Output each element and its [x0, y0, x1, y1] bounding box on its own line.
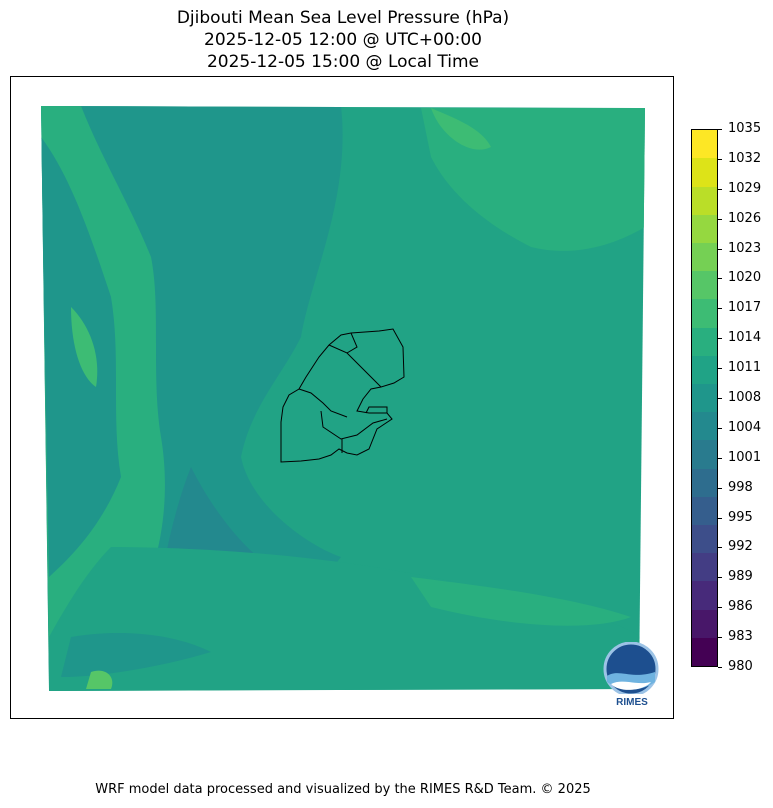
colorbar-band — [692, 524, 717, 554]
field-1011-south — [61, 632, 211, 677]
tick-text: 1029 — [728, 180, 762, 196]
colorbar-tick-label: 1035 — [718, 122, 761, 136]
colorbar-tick-label: 1011 — [718, 361, 761, 375]
region-border — [298, 388, 348, 418]
colorbar-tick-label: 992 — [718, 540, 753, 554]
tick-text: 1032 — [728, 150, 762, 166]
tick-text: 1008 — [728, 390, 762, 405]
colorbar-tick-label: 995 — [718, 509, 753, 525]
colorbar-tick-label: 983 — [718, 630, 753, 644]
colorbar-band — [692, 214, 717, 243]
colorbar-tick-label: 1004 — [718, 419, 762, 435]
colorbar-band — [692, 242, 717, 272]
map-frame — [10, 76, 674, 719]
colorbar-band — [692, 609, 717, 638]
colorbar-tick-label: 989 — [718, 570, 753, 584]
field-1023-patch — [86, 670, 113, 689]
tick-text: 1020 — [728, 270, 762, 286]
tick-text: 1035 — [728, 121, 762, 136]
field-1017-southeast — [411, 577, 631, 626]
colorbar-band — [692, 468, 717, 497]
field-1020-northeast — [431, 108, 491, 150]
pressure-map — [41, 106, 645, 691]
tick-text: 1004 — [728, 419, 762, 435]
colorbar-band — [692, 553, 717, 582]
djibouti-boundaries — [280, 328, 405, 463]
tick-text: 998 — [728, 479, 753, 495]
tick-text: 992 — [728, 539, 753, 555]
colorbar-band — [692, 637, 717, 666]
tick-text: 995 — [728, 509, 753, 525]
colorbar-band — [692, 581, 717, 610]
colorbar-tick-label: 1020 — [718, 271, 761, 285]
colorbar-band — [692, 496, 717, 525]
region-border — [365, 406, 388, 414]
colorbar-band — [692, 299, 717, 328]
colorbar-tick-label: 1023 — [718, 240, 762, 256]
tick-text: 1001 — [728, 449, 762, 465]
colorbar-tick-label: 1008 — [718, 391, 761, 405]
title-line-3: 2025-12-05 15:00 @ Local Time — [206, 52, 480, 72]
colorbar-band — [692, 327, 717, 356]
colorbar-band — [692, 440, 717, 469]
colorbar-band — [692, 186, 717, 215]
colorbar-tick-label: 1017 — [718, 301, 761, 315]
region-border — [328, 332, 358, 354]
colorbar-tick-label: 998 — [718, 479, 753, 495]
tick-text: 1023 — [728, 240, 762, 256]
colorbar-tick-label: 1014 — [718, 331, 761, 345]
colorbar-tick-label: 1001 — [718, 449, 762, 465]
colorbar-band — [692, 412, 717, 441]
tick-text: 980 — [728, 659, 753, 674]
colorbar-band — [692, 271, 717, 300]
tick-text: 1017 — [728, 300, 762, 316]
tick-text: 1014 — [728, 330, 762, 346]
colorbar-band — [692, 383, 717, 413]
colorbar-band — [692, 158, 717, 187]
colorbar-tick-label: 1029 — [718, 180, 762, 196]
tick-text: 989 — [728, 569, 753, 585]
colorbar-tick-label: 986 — [718, 600, 753, 614]
field-1020-patch — [71, 307, 98, 387]
colorbar-tick-label: 1026 — [718, 210, 762, 226]
footer-credit: WRF model data processed and visualized … — [95, 782, 591, 797]
title-line-1: Djibouti Mean Sea Level Pressure (hPa) — [176, 8, 510, 28]
tick-text: 986 — [728, 599, 753, 615]
rimes-logo: RIMES — [603, 642, 659, 708]
colorbar — [691, 129, 718, 667]
tick-text: 1011 — [728, 360, 762, 376]
colorbar-tick-label: 1032 — [718, 150, 762, 166]
region-border — [320, 410, 388, 440]
svg-text:RIMES: RIMES — [616, 697, 648, 708]
colorbar-band — [692, 130, 717, 159]
title-line-2: 2025-12-05 12:00 @ UTC+00:00 — [204, 30, 482, 50]
tick-text: 1026 — [728, 210, 762, 226]
tick-text: 983 — [728, 629, 753, 645]
colorbar-band — [692, 355, 717, 384]
colorbar-tick-label: 980 — [718, 660, 753, 674]
region-border — [346, 352, 382, 388]
